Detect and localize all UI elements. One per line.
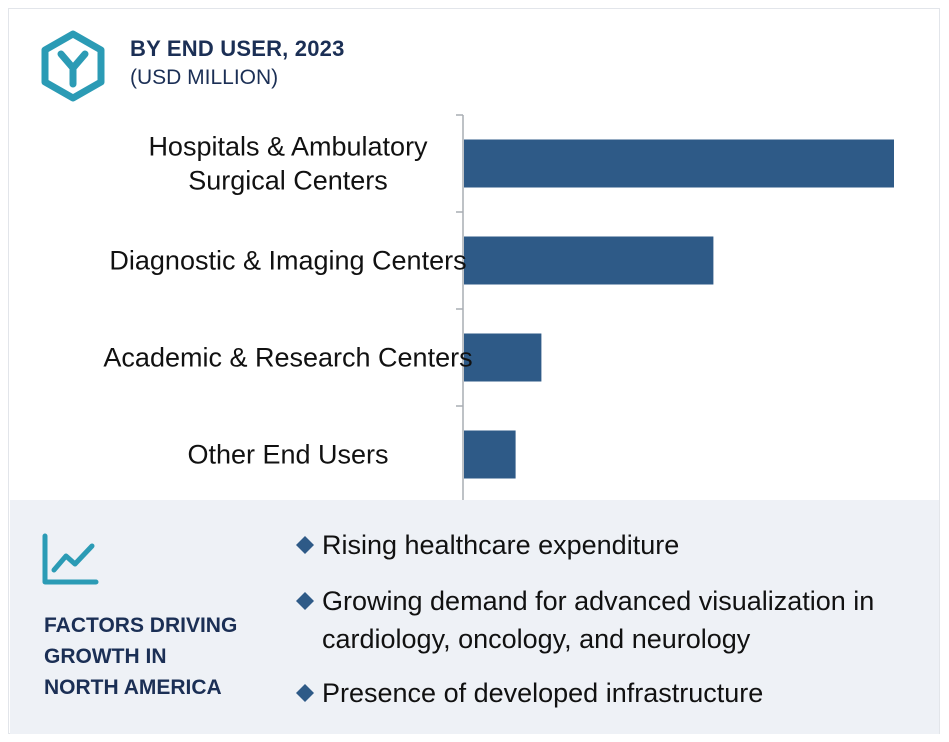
- factor-text: Presence of developed infrastructure: [322, 678, 764, 708]
- factors-heading: FACTORS DRIVING GROWTH IN NORTH AMERICA: [44, 610, 274, 703]
- factor-item: Rising healthcare expenditure: [296, 526, 926, 564]
- factors-heading-line: NORTH AMERICA: [44, 676, 222, 699]
- factor-text: Growing demand for advanced visualizatio…: [322, 586, 875, 616]
- category-label: Diagnostic & Imaging Centers: [109, 246, 466, 276]
- bar: [464, 139, 894, 188]
- bar: [464, 430, 516, 479]
- diamond-icon: [296, 536, 314, 554]
- category-label: Academic & Research Centers: [103, 343, 472, 373]
- factor-text: cardiology, oncology, and neurology: [322, 624, 751, 654]
- trend-line-chart-icon: [42, 533, 99, 585]
- chart-title: BY END USER, 2023: [130, 36, 345, 61]
- category-label: Other End Users: [187, 440, 388, 470]
- growth-factors-panel: [10, 500, 939, 734]
- factors-heading-line: GROWTH IN: [44, 645, 167, 668]
- bar: [464, 236, 714, 285]
- factors-heading-line: FACTORS DRIVING: [44, 614, 238, 637]
- diamond-icon: [296, 592, 314, 610]
- category-label: Hospitals & Ambulatory Surgical Centers: [148, 132, 428, 196]
- factor-text: Rising healthcare expenditure: [322, 530, 680, 560]
- factors-list: Rising healthcare expenditure Growing dem…: [296, 526, 926, 730]
- factor-item: Presence of developed infrastructure: [296, 674, 926, 712]
- hexagon-y-icon: [41, 30, 105, 102]
- diamond-icon: [296, 684, 314, 702]
- factor-item: Growing demand for advanced visualizatio…: [296, 582, 926, 658]
- chart-subtitle: (USD MILLION): [130, 66, 279, 89]
- bar: [464, 333, 542, 382]
